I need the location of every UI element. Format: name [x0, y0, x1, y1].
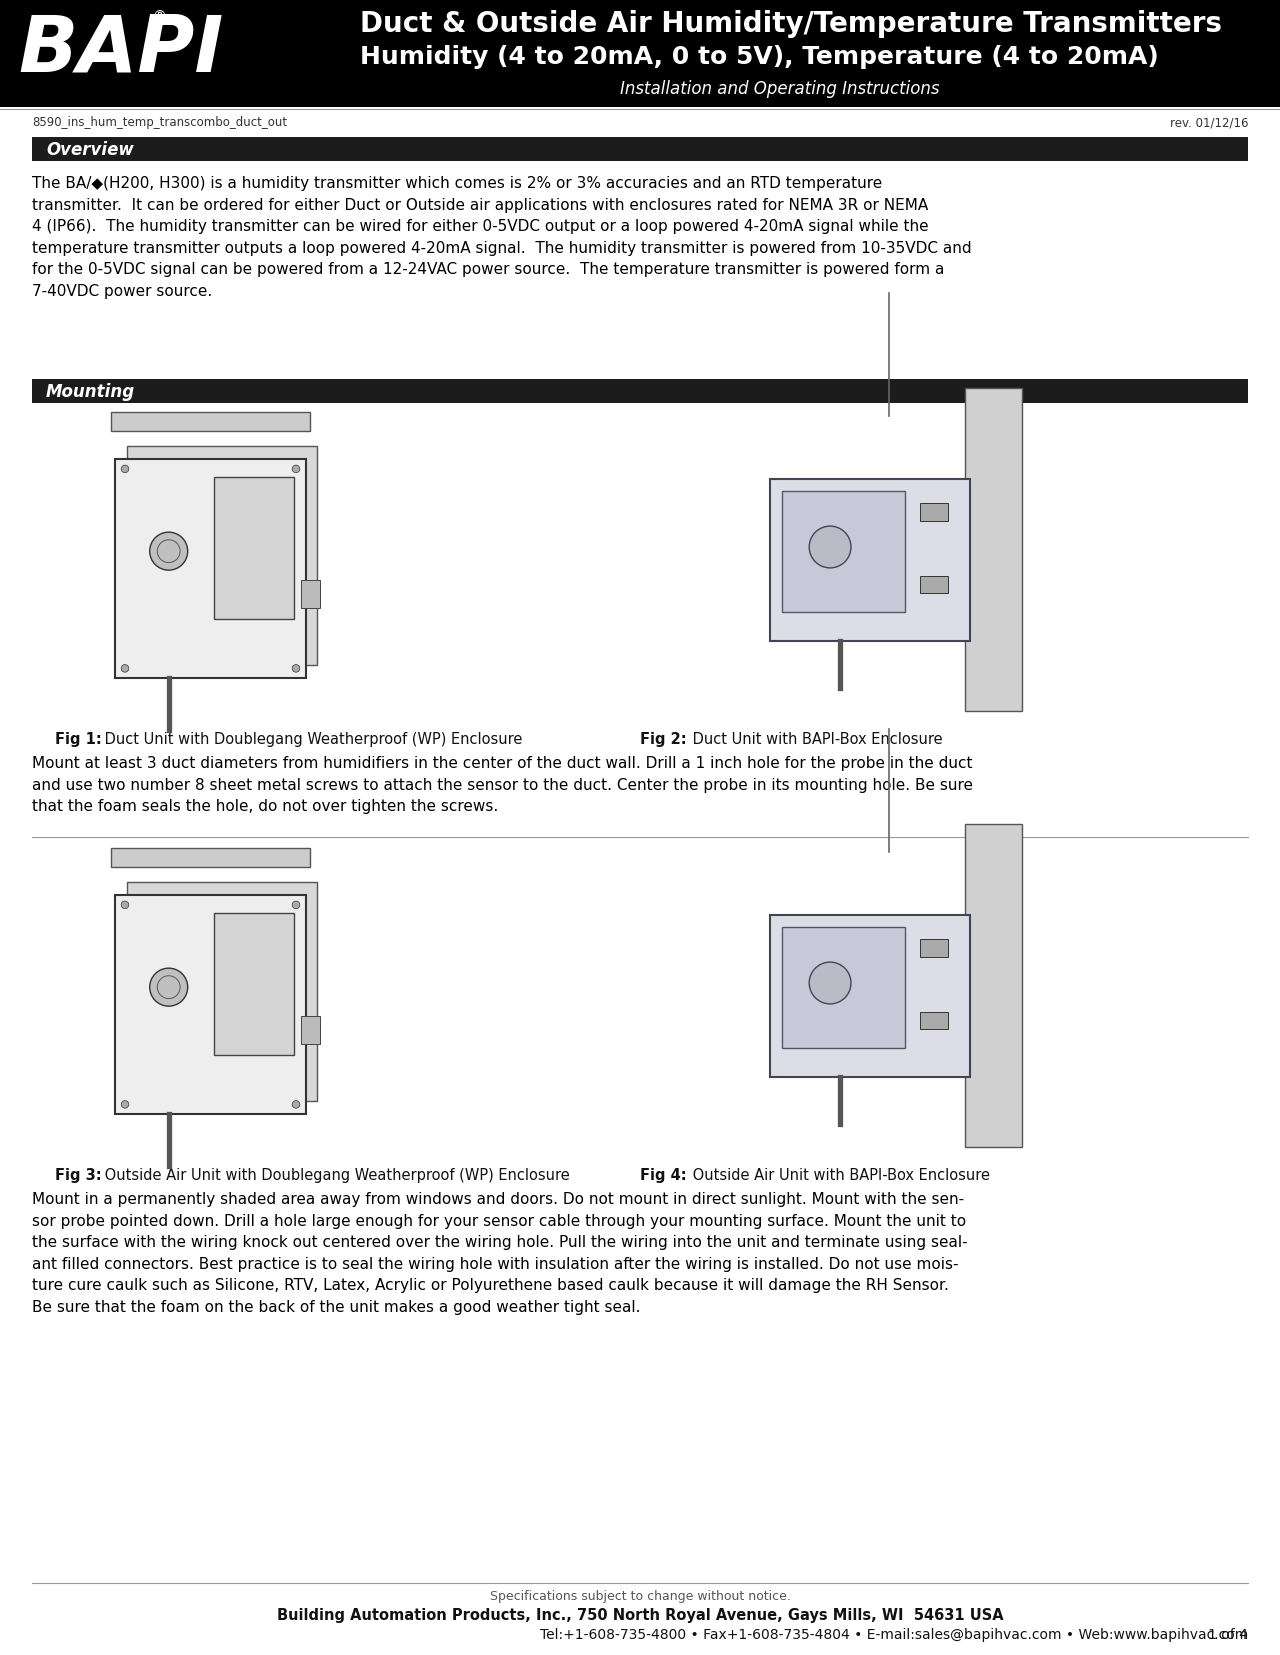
Text: Duct & Outside Air Humidity/Temperature Transmitters: Duct & Outside Air Humidity/Temperature … [360, 10, 1222, 38]
Bar [301, 1016, 320, 1044]
Text: Outside Air Unit with Doublegang Weatherproof (WP) Enclosure: Outside Air Unit with Doublegang Weather… [100, 1167, 570, 1182]
Circle shape [809, 963, 851, 1005]
Circle shape [122, 902, 129, 909]
Text: Building Automation Products, Inc., 750 North Royal Avenue, Gays Mills, WI  5463: Building Automation Products, Inc., 750 … [276, 1607, 1004, 1622]
Bar [127, 882, 317, 1101]
Bar [127, 447, 317, 665]
Text: Tel:+1-608-735-4800 • Fax+1-608-735-4804 • E-mail:sales@bapihvac.com • Web:www.b: Tel:+1-608-735-4800 • Fax+1-608-735-4804… [540, 1627, 1248, 1642]
Bar [965, 389, 1021, 712]
Circle shape [150, 968, 188, 1006]
Bar [920, 576, 948, 594]
Text: Overview: Overview [46, 141, 133, 159]
Text: Duct Unit with BAPI-Box Enclosure: Duct Unit with BAPI-Box Enclosure [689, 732, 942, 746]
Text: Fig 1:: Fig 1: [55, 732, 101, 746]
Circle shape [292, 465, 300, 473]
Text: Mount in a permanently shaded area away from windows and doors. Do not mount in : Mount in a permanently shaded area away … [32, 1192, 968, 1314]
Text: Duct Unit with Doublegang Weatherproof (WP) Enclosure: Duct Unit with Doublegang Weatherproof (… [100, 732, 522, 746]
Circle shape [292, 1101, 300, 1109]
Circle shape [122, 1101, 129, 1109]
Bar [111, 849, 310, 867]
Bar [214, 914, 294, 1056]
Text: Fig 4:: Fig 4: [640, 1167, 686, 1182]
Text: The BA/◆(H200, H300) is a humidity transmitter which comes is 2% or 3% accuracie: The BA/◆(H200, H300) is a humidity trans… [32, 175, 972, 300]
Bar [965, 824, 1021, 1147]
Text: Specifications subject to change without notice.: Specifications subject to change without… [489, 1589, 791, 1602]
Bar [214, 478, 294, 619]
Text: Outside Air Unit with BAPI-Box Enclosure: Outside Air Unit with BAPI-Box Enclosure [689, 1167, 989, 1182]
Bar [32, 137, 1248, 162]
Text: ®: ® [152, 10, 166, 23]
Circle shape [292, 665, 300, 674]
Text: 8590_ins_hum_temp_transcombo_duct_out: 8590_ins_hum_temp_transcombo_duct_out [32, 116, 287, 129]
Text: Mounting: Mounting [46, 382, 136, 401]
Bar [115, 895, 306, 1114]
Text: Humidity (4 to 20mA, 0 to 5V), Temperature (4 to 20mA): Humidity (4 to 20mA, 0 to 5V), Temperatu… [360, 45, 1158, 70]
Circle shape [150, 533, 188, 571]
Bar [771, 480, 970, 640]
Bar [301, 581, 320, 609]
Text: Fig 2:: Fig 2: [640, 732, 686, 746]
Bar [115, 460, 306, 679]
Bar [782, 927, 905, 1048]
Bar [32, 379, 1248, 404]
Text: Fig 3:: Fig 3: [55, 1167, 101, 1182]
Text: Installation and Operating Instructions: Installation and Operating Instructions [620, 79, 940, 98]
Bar [782, 492, 905, 612]
Bar [920, 940, 948, 957]
Text: BAPI: BAPI [18, 12, 223, 88]
Text: 1 of 4: 1 of 4 [1208, 1627, 1248, 1642]
Circle shape [809, 526, 851, 569]
Bar [771, 915, 970, 1077]
Bar [920, 505, 948, 521]
Circle shape [292, 902, 300, 909]
Circle shape [122, 465, 129, 473]
Text: rev. 01/12/16: rev. 01/12/16 [1170, 116, 1248, 129]
Bar [0, 0, 1280, 108]
Circle shape [122, 665, 129, 674]
Bar [111, 412, 310, 432]
Bar [920, 1013, 948, 1029]
Text: Mount at least 3 duct diameters from humidifiers in the center of the duct wall.: Mount at least 3 duct diameters from hum… [32, 756, 973, 814]
